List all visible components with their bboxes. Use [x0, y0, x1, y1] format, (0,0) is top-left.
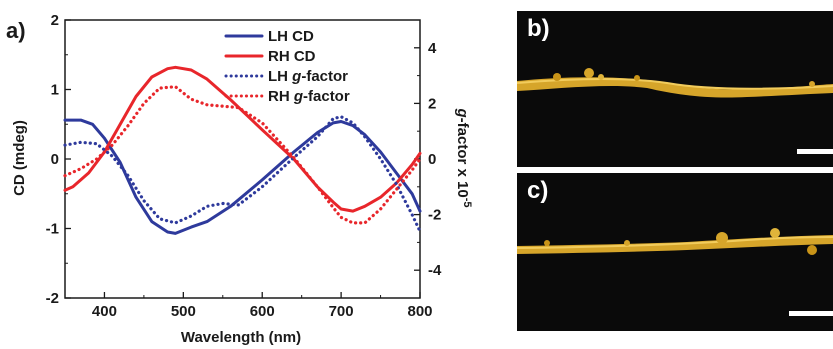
series-line-rh-cd — [63, 65, 422, 213]
y2-tick-label: 4 — [428, 40, 437, 57]
legend-label: LH CD — [268, 28, 314, 45]
fiber-c-bump — [716, 232, 728, 244]
panel-c-label: c) — [527, 177, 549, 204]
legend-label-main: RH — [268, 88, 294, 105]
x-tick-label: 400 — [92, 303, 117, 320]
series-line-rh-g-factor — [63, 85, 422, 225]
legend-label-italic: g — [291, 68, 301, 85]
y-tick-label: -1 — [46, 221, 59, 238]
fiber-b-bump — [809, 81, 815, 87]
panel-c-image: c) — [517, 173, 833, 331]
fiber-b-bump — [553, 73, 561, 81]
panel-b-image: b) — [517, 11, 833, 167]
y2-tick-label: 0 — [428, 151, 436, 168]
legend-label-tail: -factor — [301, 68, 348, 85]
fiber-b-highlight — [517, 77, 833, 90]
scale-bar-c — [789, 311, 833, 316]
fiber-b-strand — [517, 77, 833, 98]
series-line-lh-g-factor — [63, 115, 422, 233]
x-tick-label: 700 — [329, 303, 354, 320]
legend-label: LH g-factor — [268, 68, 348, 85]
series-line-lh-cd — [63, 118, 422, 235]
fiber-b-bump — [584, 68, 594, 78]
fiber-c-bump — [770, 228, 780, 238]
y-tick-label: 0 — [51, 151, 59, 168]
y-tick-label: 1 — [51, 82, 59, 99]
y2-axis-label: g-factor x 10-5 — [454, 108, 473, 208]
x-tick-label: 800 — [407, 303, 432, 320]
panel-b-label: b) — [527, 15, 550, 42]
chart-series — [63, 65, 422, 235]
fiber-b-bump — [634, 75, 640, 81]
x-axis-label: Wavelength (nm) — [181, 329, 301, 346]
fiber-b-image — [517, 68, 833, 98]
fiber-c-bump — [544, 240, 550, 246]
legend-label: RH g-factor — [268, 88, 350, 105]
panel-a-label: a) — [6, 18, 26, 43]
legend-label-tail: -factor — [303, 88, 350, 105]
fiber-c-bump — [807, 245, 817, 255]
legend-label-main: LH CD — [268, 28, 314, 45]
y-axis-label: CD (mdeg) — [11, 120, 28, 196]
chart-axes: 400 500 600 700 800 -2 -1 0 1 2 -4 -2 0 2 4 — [46, 12, 442, 320]
fiber-c-image — [517, 228, 833, 255]
y2-axis-label-g: g — [454, 108, 471, 118]
y-tick-label: 2 — [51, 12, 59, 29]
legend-label-italic: g — [293, 88, 303, 105]
legend-label-main: RH CD — [268, 48, 316, 65]
x-tick-label: 500 — [171, 303, 196, 320]
legend-label-main: LH — [268, 68, 292, 85]
y2-tick-label: 2 — [428, 95, 436, 112]
y2-axis-label-text: -factor x 10 — [454, 118, 471, 198]
scale-bar-b — [797, 149, 833, 154]
fiber-c-bump — [624, 240, 630, 246]
y-tick-label: -2 — [46, 290, 59, 307]
legend-label: RH CD — [268, 48, 316, 65]
y2-axis-label-exp: -5 — [461, 198, 473, 208]
y2-tick-label: -4 — [428, 262, 442, 279]
x-tick-label: 600 — [250, 303, 275, 320]
y2-tick-label: -2 — [428, 207, 441, 224]
fiber-b-bump — [598, 74, 604, 80]
